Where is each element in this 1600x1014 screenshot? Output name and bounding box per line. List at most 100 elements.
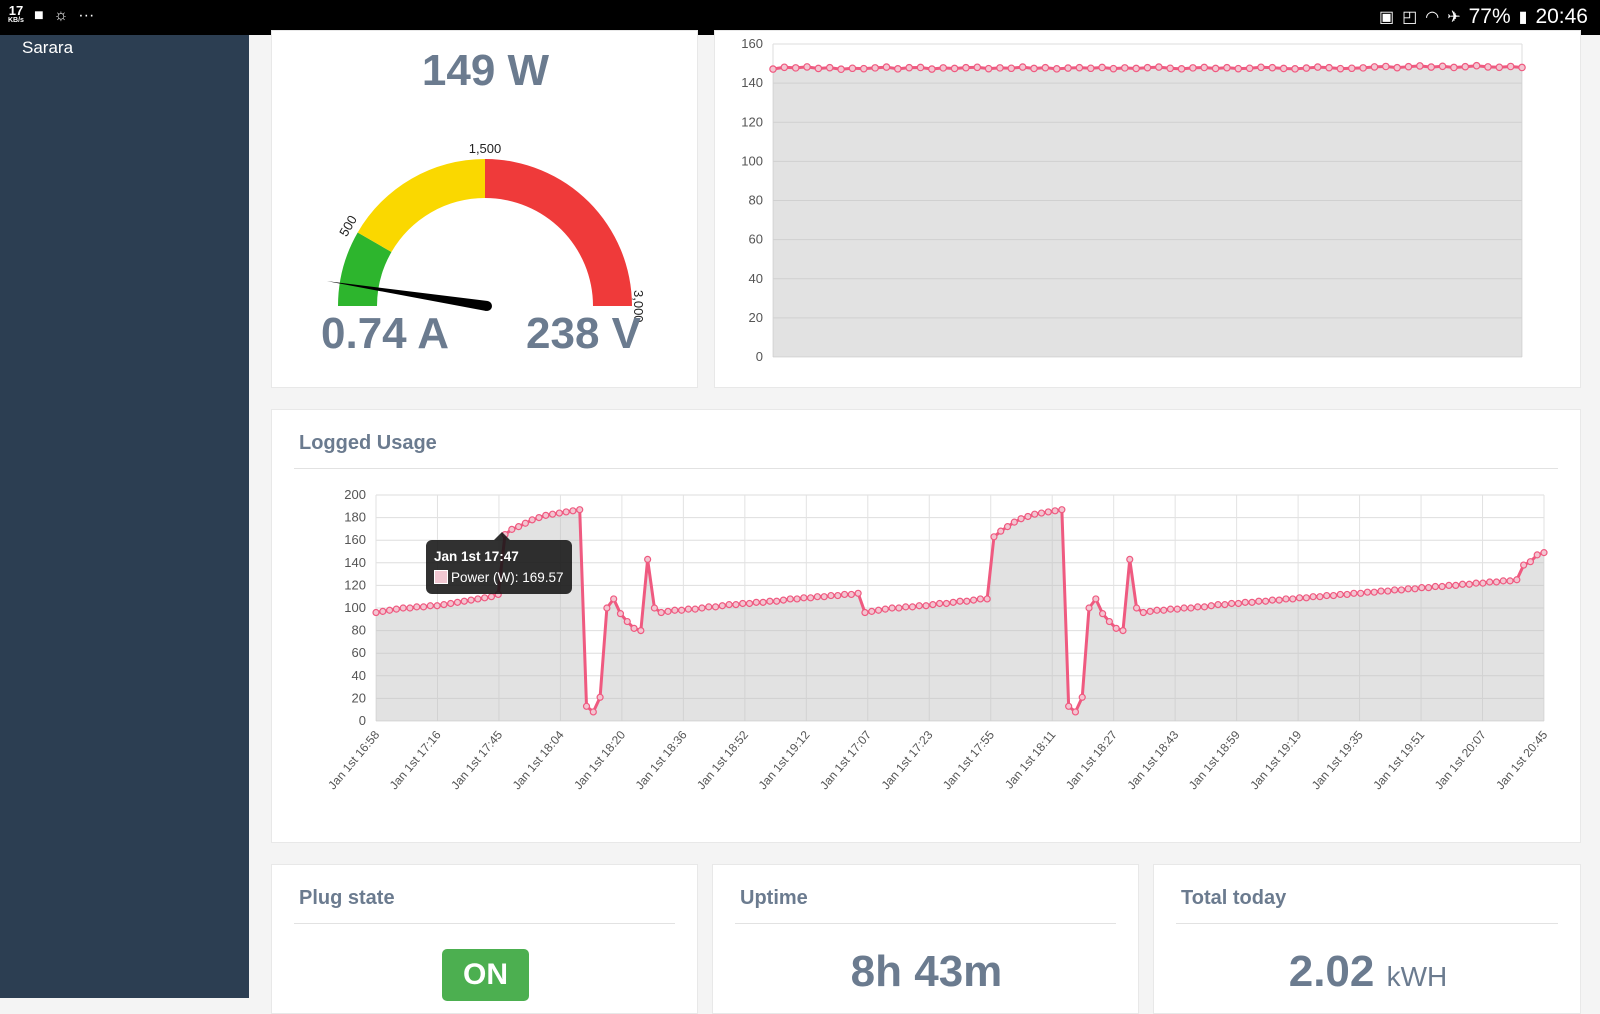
data-point xyxy=(983,595,991,603)
data-point xyxy=(1513,576,1521,584)
data-point xyxy=(916,63,925,72)
data-point xyxy=(1465,580,1473,588)
data-point xyxy=(528,516,536,524)
data-point xyxy=(684,605,692,613)
airplane-icon: ✈ xyxy=(1447,9,1461,26)
logged-usage-chart[interactable]: 0 20 40 60 80 100 120 140 160 180 200 Jan 1st 16:58… xyxy=(272,410,1582,844)
data-point xyxy=(1214,601,1222,609)
x-tick-label: Jan 1st 18:43 xyxy=(1124,728,1181,792)
data-point xyxy=(1452,581,1460,589)
data-point xyxy=(616,610,625,618)
y-tick-label: 160 xyxy=(741,36,763,51)
data-point xyxy=(1431,582,1439,591)
data-point xyxy=(426,602,434,610)
data-point xyxy=(1458,580,1467,588)
plug-state-toggle[interactable]: ON xyxy=(442,949,529,1001)
data-point xyxy=(1520,561,1528,569)
data-point xyxy=(791,64,800,72)
data-point xyxy=(939,64,948,72)
y-tick-label: 0 xyxy=(359,713,366,728)
data-point xyxy=(1177,65,1186,73)
data-point xyxy=(1078,693,1086,701)
uptime-divider xyxy=(735,923,1116,924)
y-tick-label: 160 xyxy=(344,532,366,547)
tooltip-swatch xyxy=(434,570,448,584)
data-point xyxy=(1295,594,1304,602)
y-tick-label: 180 xyxy=(344,510,366,525)
y-tick-label: 60 xyxy=(749,232,763,247)
data-point xyxy=(1223,63,1231,72)
gauge-hub xyxy=(482,301,492,311)
data-point xyxy=(915,602,923,610)
data-point xyxy=(1132,64,1140,73)
data-point xyxy=(596,693,604,701)
total-today-unit: kWH xyxy=(1386,961,1448,992)
data-point xyxy=(555,509,563,517)
data-point xyxy=(929,601,937,609)
data-point xyxy=(1359,64,1367,72)
total-today-value: 2.02 xyxy=(1288,947,1375,996)
y-tick-label: 80 xyxy=(749,193,763,208)
data-point xyxy=(664,607,672,615)
y-tick-label: 40 xyxy=(352,668,366,683)
data-point xyxy=(1200,63,1209,72)
data-point xyxy=(1064,64,1072,72)
data-point xyxy=(1166,605,1175,613)
data-point xyxy=(1031,510,1039,518)
x-tick-label: Jan 1st 18:59 xyxy=(1186,728,1243,792)
data-point xyxy=(1051,507,1059,515)
x-tick-label: Jan 1st 17:23 xyxy=(879,728,936,792)
data-point xyxy=(1427,63,1436,71)
data-point xyxy=(1105,617,1113,626)
data-point xyxy=(440,601,448,609)
data-point xyxy=(1018,63,1027,71)
x-tick-label: Jan 1st 20:45 xyxy=(1493,728,1550,792)
series-area xyxy=(376,509,1544,721)
data-point xyxy=(1411,585,1419,593)
data-point xyxy=(1416,62,1424,70)
data-point xyxy=(671,606,679,614)
data-point xyxy=(1279,64,1288,73)
data-point xyxy=(922,602,930,610)
data-point xyxy=(800,594,808,602)
data-point xyxy=(962,63,970,72)
data-point xyxy=(1472,579,1480,587)
total-today-title: Total today xyxy=(1181,887,1287,909)
x-tick-label: Jan 1st 18:11 xyxy=(1002,728,1059,792)
data-point xyxy=(447,599,455,608)
data-point xyxy=(1397,586,1405,594)
data-point xyxy=(1261,597,1270,605)
data-point xyxy=(732,601,740,609)
data-point xyxy=(1017,515,1025,523)
data-point xyxy=(882,63,891,71)
voltage-value: 238 V xyxy=(526,309,641,358)
uptime-value: 8h 43m xyxy=(850,947,1003,996)
data-point xyxy=(589,708,597,716)
data-point xyxy=(623,617,631,626)
data-point xyxy=(908,603,917,611)
data-point xyxy=(603,604,611,612)
data-point xyxy=(1211,64,1220,73)
data-point xyxy=(521,519,529,527)
power-gauge: 500 1,500 3,000 xyxy=(326,141,646,323)
data-point xyxy=(868,607,876,615)
data-point xyxy=(837,65,845,74)
data-point xyxy=(1484,63,1492,71)
data-point xyxy=(392,605,400,613)
data-point xyxy=(963,597,971,605)
data-point xyxy=(1540,549,1548,557)
data-point xyxy=(582,702,591,710)
data-point xyxy=(1086,64,1095,73)
status-bar: 17 KB/s ■ ☼ ··· ▣ ◰ ◠ ✈ 77% ▮ 20:46 xyxy=(0,0,1600,35)
sidebar-user-name[interactable]: Sarara xyxy=(22,38,74,57)
plug-state-card: Plug state ON xyxy=(271,864,698,1014)
data-point xyxy=(1228,599,1236,608)
data-point xyxy=(1336,64,1345,73)
data-point xyxy=(840,590,849,599)
gauge-yellow-segment xyxy=(357,159,485,252)
x-tick-label: Jan 1st 17:16 xyxy=(387,728,444,792)
data-point xyxy=(827,591,835,600)
data-point xyxy=(1499,577,1507,585)
data-point xyxy=(1143,63,1152,72)
data-point xyxy=(413,603,421,611)
